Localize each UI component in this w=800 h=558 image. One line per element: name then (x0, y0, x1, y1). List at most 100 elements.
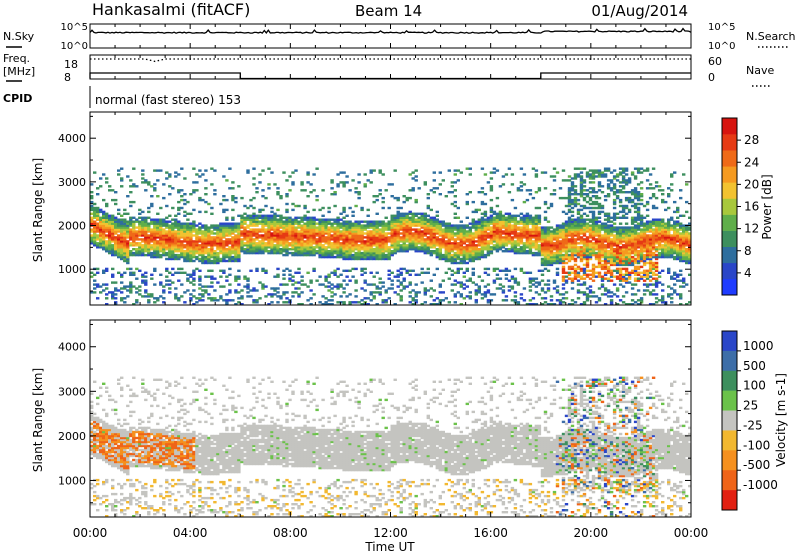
power-cell (583, 238, 586, 240)
power-cell (511, 215, 514, 217)
power-cell (330, 179, 333, 181)
power-cell (445, 195, 448, 197)
power-cell (598, 287, 601, 289)
power-cell (327, 281, 330, 283)
power-cell (180, 240, 183, 242)
power-cell (574, 219, 577, 221)
power-cell (505, 217, 508, 219)
power-cell (568, 272, 571, 274)
power-cell (535, 285, 538, 287)
power-cell (261, 234, 264, 236)
power-cell (111, 189, 114, 191)
power-cell (150, 185, 153, 187)
power-cell (439, 183, 442, 185)
power-cell (93, 283, 96, 285)
power-cell (604, 244, 607, 246)
power-cell (246, 291, 249, 293)
power-cell (291, 252, 294, 254)
power-cell (403, 285, 406, 287)
power-cell (225, 217, 228, 219)
power-cell (270, 293, 273, 295)
power-cell (282, 217, 285, 219)
power-cell (102, 283, 105, 285)
power-cell (336, 283, 339, 285)
power-cell (523, 242, 526, 244)
cpid-mode-text: normal (fast stereo) 153 (95, 93, 241, 107)
power-cell (312, 293, 315, 295)
power-cell (252, 168, 255, 170)
power-cell (391, 183, 394, 185)
power-cell (505, 274, 508, 276)
power-cell (403, 213, 406, 215)
power-cell (571, 211, 574, 213)
power-cell (138, 221, 141, 223)
power-cell (246, 169, 249, 171)
power-cell (198, 226, 201, 228)
power-cell (168, 215, 171, 217)
power-cell (562, 254, 565, 256)
power-cell (345, 276, 348, 278)
power-cell (132, 201, 135, 203)
power-cell (466, 217, 469, 219)
power-cell (258, 234, 261, 236)
power-cell (336, 268, 339, 270)
power-cell (529, 193, 532, 195)
power-cell (523, 299, 526, 301)
power-cell (469, 223, 472, 225)
power-cell (297, 268, 300, 270)
power-cell (321, 215, 324, 217)
power-cell (622, 301, 625, 303)
power-cell (496, 278, 499, 280)
power-cell (243, 276, 246, 278)
power-cell (312, 217, 315, 219)
power-cell (195, 256, 198, 258)
power-cell (279, 248, 282, 250)
power-cell (276, 209, 279, 211)
power-cell (123, 301, 126, 303)
power-cell (210, 270, 213, 272)
power-cell (547, 207, 550, 209)
power-cell (336, 276, 339, 278)
power-cell (604, 293, 607, 295)
power-cell (487, 240, 490, 242)
power-cell (174, 175, 177, 177)
power-cell (403, 195, 406, 197)
power-cell (535, 215, 538, 217)
power-cell (490, 293, 493, 295)
power-cell (568, 175, 571, 177)
power-cell (291, 291, 294, 293)
power-cell (499, 270, 502, 272)
power-cell (553, 193, 556, 195)
power-cell (406, 213, 409, 215)
power-cell (285, 301, 288, 303)
power-cell (207, 203, 210, 205)
power-cell (117, 219, 120, 221)
power-cell (571, 177, 574, 179)
power-cell (598, 189, 601, 191)
power-cell (460, 268, 463, 270)
power-cell (535, 278, 538, 280)
power-cell (532, 283, 535, 285)
power-cell (571, 278, 574, 280)
power-cell (132, 248, 135, 250)
power-cell (252, 197, 255, 199)
power-cell (198, 211, 201, 213)
power-cell (327, 207, 330, 209)
power-cell (279, 195, 282, 197)
power-cell (120, 297, 123, 299)
power-cell (481, 201, 484, 203)
power-cell (511, 199, 514, 201)
power-cell (150, 274, 153, 276)
beam-label: Beam 14 (355, 2, 422, 20)
power-cell (93, 280, 96, 282)
power-cell (574, 197, 577, 199)
nave-tick-top: 60 (708, 55, 722, 68)
power-cell (589, 295, 592, 297)
power-cell (231, 209, 234, 211)
power-cell (448, 301, 451, 303)
power-cell (598, 224, 601, 226)
power-cell (159, 169, 162, 171)
power-cell (376, 199, 379, 201)
power-cell (285, 203, 288, 205)
power-cell (159, 281, 162, 283)
